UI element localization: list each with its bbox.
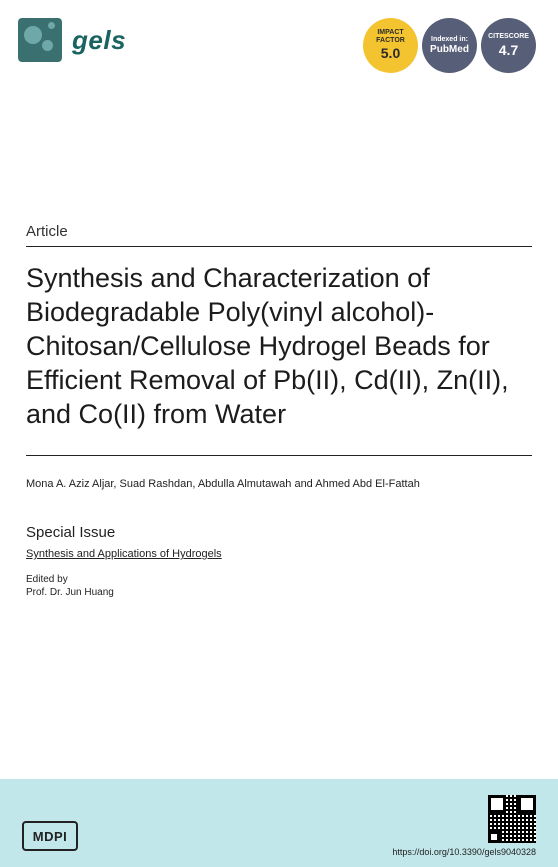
metric-badges: IMPACT FACTOR 5.0 Indexed in: PubMed CIT… — [363, 18, 536, 73]
footer-right: https://doi.org/10.3390/gels9040328 — [392, 795, 536, 857]
editor-name: Prof. Dr. Jun Huang — [26, 587, 532, 598]
edited-by-label: Edited by — [26, 574, 532, 585]
journal-logo-icon — [18, 18, 62, 62]
pubmed-value: PubMed — [430, 44, 469, 55]
title-rule-top — [26, 246, 532, 247]
publisher-logo: MDPI — [22, 821, 78, 851]
qr-code-icon — [488, 795, 536, 843]
citescore-value: 4.7 — [499, 43, 518, 58]
article-authors: Mona A. Aziz Aljar, Suad Rashdan, Abdull… — [26, 478, 532, 490]
publisher-name: MDPI — [22, 821, 78, 851]
journal-logo-block: gels — [18, 18, 126, 62]
page-header: gels IMPACT FACTOR 5.0 Indexed in: PubMe… — [0, 0, 558, 73]
special-issue-label: Special Issue — [26, 524, 532, 541]
impact-factor-badge: IMPACT FACTOR 5.0 — [363, 18, 418, 73]
journal-name: gels — [72, 25, 126, 56]
article-title: Synthesis and Characterization of Biodeg… — [26, 261, 532, 431]
impact-line2: FACTOR — [376, 37, 405, 45]
article-type-label: Article — [26, 223, 532, 240]
citescore-badge: CITESCORE 4.7 — [481, 18, 536, 73]
doi-link[interactable]: https://doi.org/10.3390/gels9040328 — [392, 847, 536, 857]
citescore-line1: CITESCORE — [488, 33, 529, 41]
page-footer: MDPI https://doi.org/10.3390/gels9040328 — [0, 779, 558, 867]
special-issue-link[interactable]: Synthesis and Applications of Hydrogels — [26, 548, 222, 560]
article-content: Article Synthesis and Characterization o… — [0, 223, 558, 598]
impact-line1: IMPACT — [377, 29, 403, 37]
pubmed-line1: Indexed in: — [431, 36, 468, 44]
title-rule-bottom — [26, 455, 532, 456]
pubmed-badge: Indexed in: PubMed — [422, 18, 477, 73]
impact-value: 5.0 — [381, 46, 400, 61]
